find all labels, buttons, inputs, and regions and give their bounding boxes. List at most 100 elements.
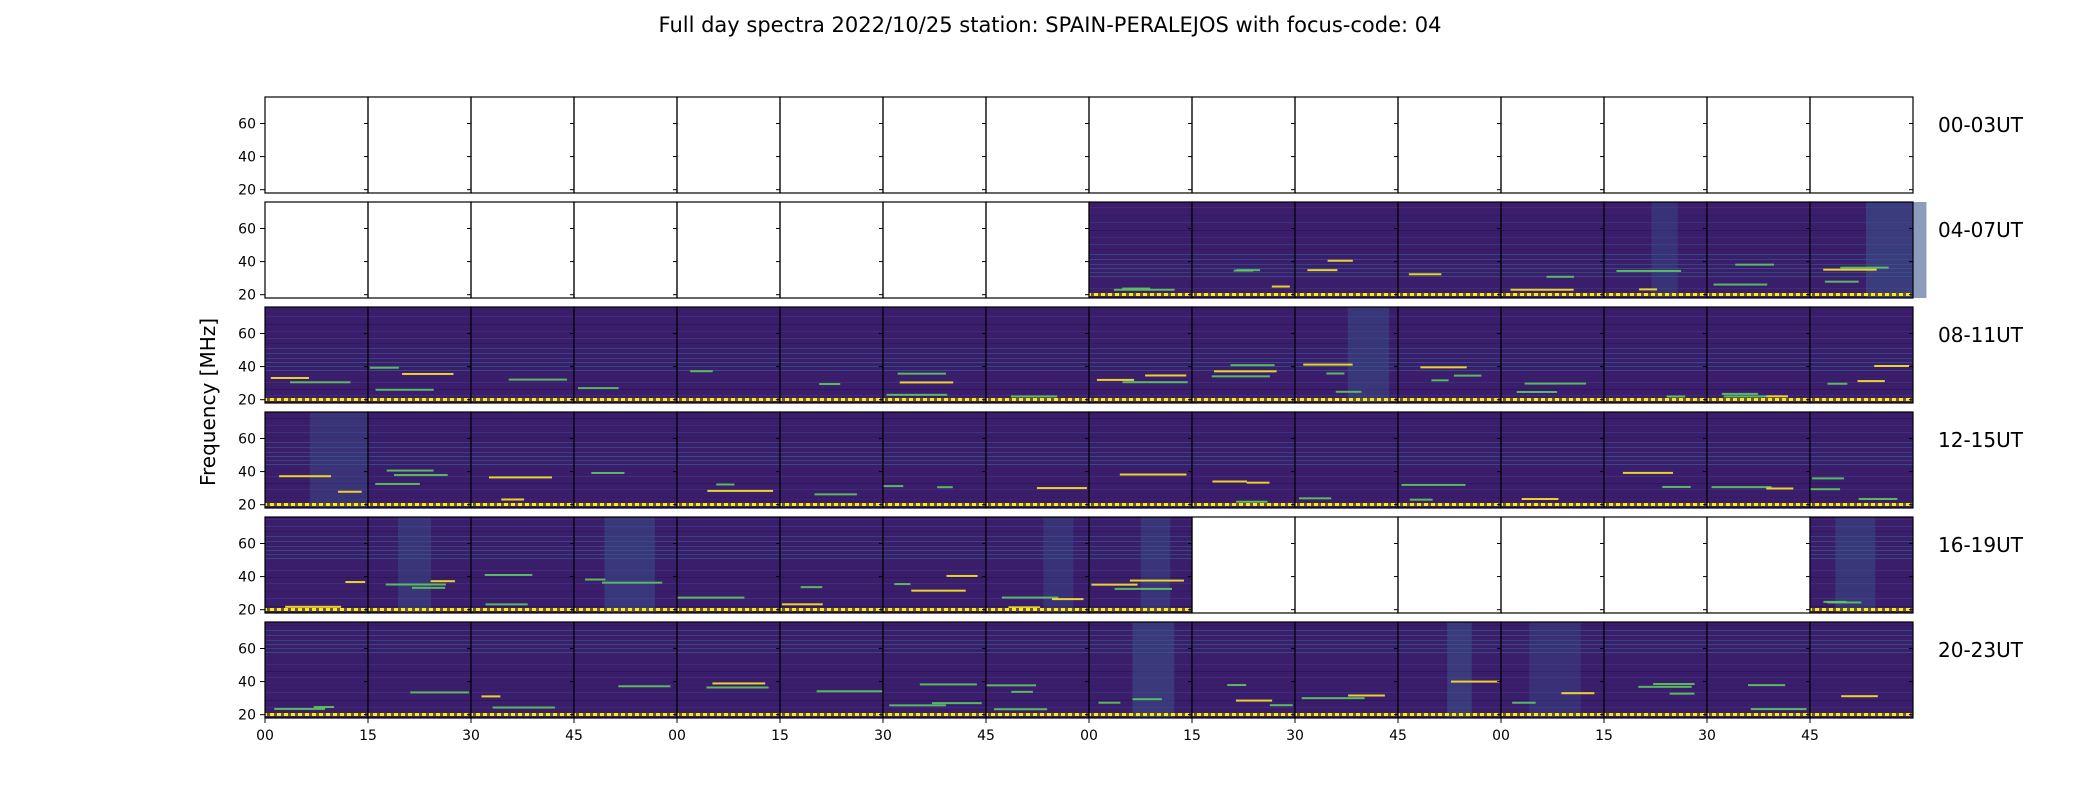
low-band-dot — [1861, 608, 1864, 611]
low-band-dot — [1620, 398, 1623, 401]
low-band-dot — [707, 713, 710, 716]
low-band-dot — [803, 608, 806, 611]
spectrum-panel — [368, 622, 471, 718]
spectra-row — [264, 201, 1927, 299]
spectrum-panel — [368, 307, 471, 403]
low-band-dot — [1058, 608, 1061, 611]
emission-line — [816, 690, 883, 693]
low-band-dot — [473, 608, 476, 611]
emission-line — [889, 704, 946, 707]
low-band-dot — [1367, 503, 1370, 506]
low-band-dot — [295, 713, 298, 716]
low-band-dot — [1758, 503, 1761, 506]
low-band-dot — [1730, 503, 1733, 506]
low-band-dot — [1517, 713, 1520, 716]
low-band-dot — [693, 713, 696, 716]
low-band-dot — [1833, 293, 1836, 296]
spectrum-panel — [1192, 622, 1295, 718]
low-band-dot — [1669, 713, 1672, 716]
low-band-dot — [735, 503, 738, 506]
emission-line — [1212, 480, 1247, 483]
low-band-dot — [543, 608, 546, 611]
spectrum-panel — [265, 307, 368, 403]
low-band-dot — [1669, 398, 1672, 401]
low-band-dot — [1903, 503, 1906, 506]
low-band-dot — [1168, 608, 1171, 611]
emission-line — [290, 381, 351, 384]
emission-line — [1236, 500, 1268, 503]
low-band-dot — [988, 503, 991, 506]
low-band-dot — [1868, 713, 1871, 716]
low-band-dot — [426, 713, 429, 716]
low-band-dot — [1594, 398, 1597, 401]
low-band-dot — [1428, 293, 1431, 296]
low-band-dot — [1175, 293, 1178, 296]
low-band-dot — [1875, 398, 1878, 401]
low-band-dot — [1903, 608, 1906, 611]
low-band-dot — [1278, 398, 1281, 401]
spectrum-panel — [1089, 202, 1192, 298]
emission-line — [1327, 259, 1353, 262]
low-band-dot — [1655, 293, 1658, 296]
low-band-dot — [543, 713, 546, 716]
low-band-dot — [707, 503, 710, 506]
low-band-dot — [1517, 398, 1520, 401]
low-band-dot — [267, 713, 270, 716]
low-band-dot — [1826, 713, 1829, 716]
low-band-dot — [1250, 713, 1253, 716]
emission-line — [338, 490, 362, 493]
emission-line — [677, 596, 745, 599]
low-band-dot — [1449, 503, 1452, 506]
low-band-dot — [1854, 398, 1857, 401]
low-band-dot — [625, 503, 628, 506]
low-band-dot — [1098, 503, 1101, 506]
low-band-dot — [351, 713, 354, 716]
low-band-dot — [1812, 398, 1815, 401]
low-band-dot — [1613, 713, 1616, 716]
low-band-dot — [1222, 713, 1225, 716]
low-band-dot — [1840, 608, 1843, 611]
low-band-dot — [1140, 293, 1143, 296]
spectra-row — [264, 411, 1914, 509]
low-band-dot — [1133, 398, 1136, 401]
spectrum-panel — [1501, 202, 1604, 298]
low-band-dot — [358, 713, 361, 716]
low-band-dot — [564, 608, 567, 611]
low-band-dot — [1819, 713, 1822, 716]
low-band-dot — [1793, 293, 1796, 296]
spectrum-panel — [1295, 202, 1398, 298]
emission-line — [1129, 579, 1184, 582]
low-band-dot — [1800, 398, 1803, 401]
spectrum-panel — [1089, 412, 1192, 508]
low-band-dot — [1812, 293, 1815, 296]
y-tick-label: 60 — [238, 641, 256, 657]
low-band-dot — [1311, 713, 1314, 716]
low-band-dot — [714, 398, 717, 401]
low-band-dot — [632, 713, 635, 716]
low-band-dot — [749, 398, 752, 401]
emission-line — [1091, 583, 1138, 586]
low-band-dot — [1105, 503, 1108, 506]
low-band-dot — [1463, 713, 1466, 716]
low-band-dot — [405, 608, 408, 611]
low-band-dot — [1580, 398, 1583, 401]
low-band-dot — [885, 608, 888, 611]
low-band-dot — [522, 398, 525, 401]
low-band-dot — [433, 713, 436, 716]
emission-line — [1721, 392, 1759, 395]
low-band-dot — [1421, 503, 1424, 506]
low-band-dot — [707, 608, 710, 611]
low-band-dot — [412, 503, 415, 506]
low-band-dot — [1606, 398, 1609, 401]
low-band-dot — [1023, 713, 1026, 716]
low-band-dot — [1072, 398, 1075, 401]
low-band-dot — [1669, 503, 1672, 506]
low-band-dot — [1243, 503, 1246, 506]
emission-line — [1858, 497, 1898, 500]
low-band-dot — [1538, 503, 1541, 506]
low-band-dot — [597, 608, 600, 611]
low-band-dot — [1503, 503, 1506, 506]
emission-line — [1810, 488, 1841, 491]
low-band-dot — [1545, 398, 1548, 401]
spectrum-panel — [1604, 622, 1707, 718]
